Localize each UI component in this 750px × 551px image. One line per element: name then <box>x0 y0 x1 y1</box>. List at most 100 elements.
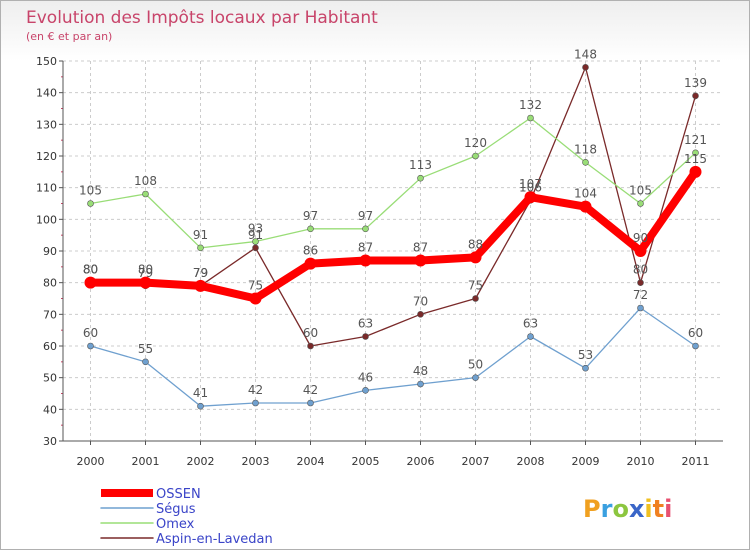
data-point <box>362 225 369 233</box>
axes: 30 40 50 60 70 80 90 100 110 120 130 140 150 2000 2001… <box>36 55 723 468</box>
data-point <box>634 245 647 257</box>
series-line-ossen <box>86 167 700 303</box>
data-label: 132 <box>519 98 542 112</box>
data-label: 139 <box>684 76 707 90</box>
y-tick-label: 90 <box>43 245 57 258</box>
data-point <box>417 174 424 182</box>
data-label: 113 <box>409 158 432 172</box>
data-label: 63 <box>523 317 538 331</box>
legend-label: OSSEN <box>156 487 201 502</box>
x-tick-label: 2002 <box>187 455 215 468</box>
y-tick-label: 60 <box>43 340 57 353</box>
x-tick-label: 2009 <box>572 455 600 468</box>
data-point <box>194 279 207 292</box>
data-point <box>582 64 589 71</box>
data-point <box>689 165 702 178</box>
data-point <box>252 244 259 252</box>
data-point <box>582 159 589 166</box>
data-label: 104 <box>574 187 597 201</box>
data-label: 79 <box>138 266 153 280</box>
data-point <box>637 200 644 207</box>
data-point <box>87 200 94 207</box>
data-label: 88 <box>468 237 483 251</box>
data-point <box>692 149 699 157</box>
data-point <box>142 358 149 366</box>
data-point <box>579 200 592 213</box>
x-tick-label: 2004 <box>297 455 325 468</box>
data-label: 86 <box>303 244 318 258</box>
y-tick-label: 100 <box>36 213 57 226</box>
data-point <box>469 251 482 264</box>
data-label: 41 <box>193 386 208 400</box>
data-point <box>472 152 479 160</box>
data-point <box>307 399 314 407</box>
data-label: 87 <box>358 241 373 255</box>
data-label: 97 <box>358 209 373 223</box>
y-tick-label: 40 <box>43 403 57 416</box>
grid <box>63 60 723 442</box>
x-tick-label: 2008 <box>517 455 545 468</box>
data-point <box>362 387 369 394</box>
data-label: 70 <box>413 294 428 308</box>
data-point <box>249 292 262 305</box>
data-point <box>197 402 204 410</box>
data-label: 42 <box>303 383 318 397</box>
data-label: 79 <box>193 266 208 280</box>
data-label: 48 <box>413 364 428 378</box>
data-label: 107 <box>519 177 542 191</box>
data-label: 50 <box>468 358 483 372</box>
x-tick-label: 2000 <box>77 455 105 468</box>
data-label: 42 <box>248 383 263 397</box>
data-label: 80 <box>633 263 648 277</box>
data-point <box>637 304 644 312</box>
data-label: 80 <box>83 263 98 277</box>
x-tick-label: 2006 <box>407 455 435 468</box>
data-label: 148 <box>574 47 597 61</box>
data-point <box>637 279 644 286</box>
data-point <box>527 333 534 340</box>
data-point <box>524 191 537 204</box>
data-point <box>527 114 534 122</box>
data-label: 63 <box>358 317 373 331</box>
data-point <box>142 190 149 198</box>
legend-label: Aspin-en-Lavedan <box>156 532 273 547</box>
data-label: 105 <box>629 184 652 198</box>
logo-letter: P <box>583 495 601 523</box>
proxiti-logo: Proxiti <box>583 495 672 523</box>
y-tick-label: 130 <box>36 118 57 131</box>
data-label: 72 <box>633 288 648 302</box>
y-tick-label: 150 <box>36 55 57 68</box>
data-point <box>197 244 204 252</box>
y-tick-label: 120 <box>36 150 57 163</box>
chart-title: Evolution des Impôts locaux par Habitant <box>26 8 378 28</box>
data-label: 60 <box>688 326 703 340</box>
data-label: 108 <box>134 174 157 188</box>
logo-letter: i <box>664 495 672 523</box>
data-point <box>307 342 314 350</box>
data-label: 60 <box>83 326 98 340</box>
y-tick-label: 80 <box>43 277 57 290</box>
data-point <box>252 238 259 245</box>
data-label: 75 <box>468 279 483 293</box>
data-label: 121 <box>684 133 707 147</box>
data-label: 91 <box>248 228 263 242</box>
data-label: 80 <box>83 263 98 277</box>
x-tick-label: 2007 <box>462 455 490 468</box>
x-tick-label: 2001 <box>132 455 160 468</box>
y-tick-label: 30 <box>43 435 57 448</box>
data-point <box>582 364 589 372</box>
x-tick-label: 2005 <box>352 455 380 468</box>
data-label: 55 <box>138 342 153 356</box>
data-point <box>417 311 424 318</box>
x-tick-label: 2010 <box>627 455 655 468</box>
data-point <box>414 254 427 267</box>
data-label: 46 <box>358 370 373 384</box>
x-tick-label: 2003 <box>242 455 270 468</box>
logo-letter: i <box>644 495 652 523</box>
series-line-s-gus <box>89 307 697 407</box>
data-point <box>84 276 97 289</box>
